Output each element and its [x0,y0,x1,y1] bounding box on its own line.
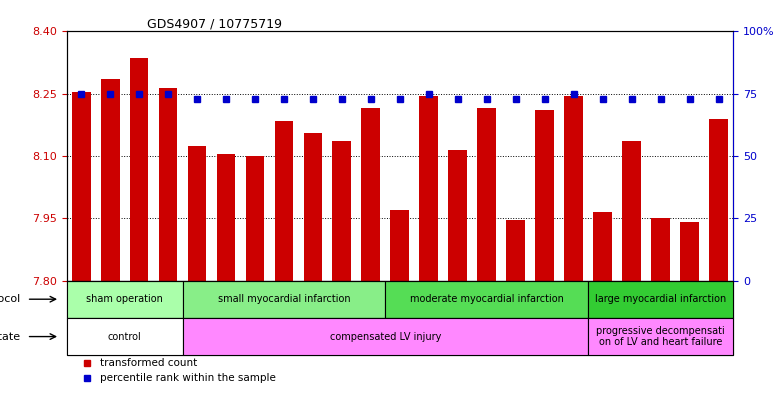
Bar [332,141,351,281]
Bar [588,281,733,318]
Text: moderate myocardial infarction: moderate myocardial infarction [410,294,564,304]
Bar [448,150,467,281]
Bar [71,92,90,281]
Text: protocol: protocol [0,294,20,304]
Text: compensated LV injury: compensated LV injury [329,332,441,342]
Bar [390,210,409,281]
Bar [183,281,386,318]
Bar [183,318,588,355]
Bar [386,281,588,318]
Text: percentile rank within the sample: percentile rank within the sample [100,373,276,383]
Bar [216,154,235,281]
Bar [67,281,183,318]
Text: disease state: disease state [0,332,20,342]
Text: transformed count: transformed count [100,358,198,368]
Bar [419,96,438,281]
Bar [710,119,728,281]
Bar [361,108,380,281]
Bar [245,156,264,281]
Bar [622,141,641,281]
Bar [477,108,496,281]
Text: GDS4907 / 10775719: GDS4907 / 10775719 [147,17,281,30]
Text: large myocardial infarction: large myocardial infarction [595,294,726,304]
Bar [593,212,612,281]
Bar [564,96,583,281]
Text: progressive decompensati
on of LV and heart failure: progressive decompensati on of LV and he… [596,326,725,347]
Bar [303,133,322,281]
Bar [129,59,148,281]
Bar [652,218,670,281]
Bar [535,110,554,281]
Text: control: control [107,332,141,342]
Bar [588,318,733,355]
Text: sham operation: sham operation [86,294,163,304]
Text: small myocardial infarction: small myocardial infarction [218,294,350,304]
Bar [681,222,699,281]
Bar [100,79,119,281]
Bar [187,145,206,281]
Bar [506,220,525,281]
Bar [67,318,183,355]
Bar [158,88,177,281]
Bar [274,121,293,281]
